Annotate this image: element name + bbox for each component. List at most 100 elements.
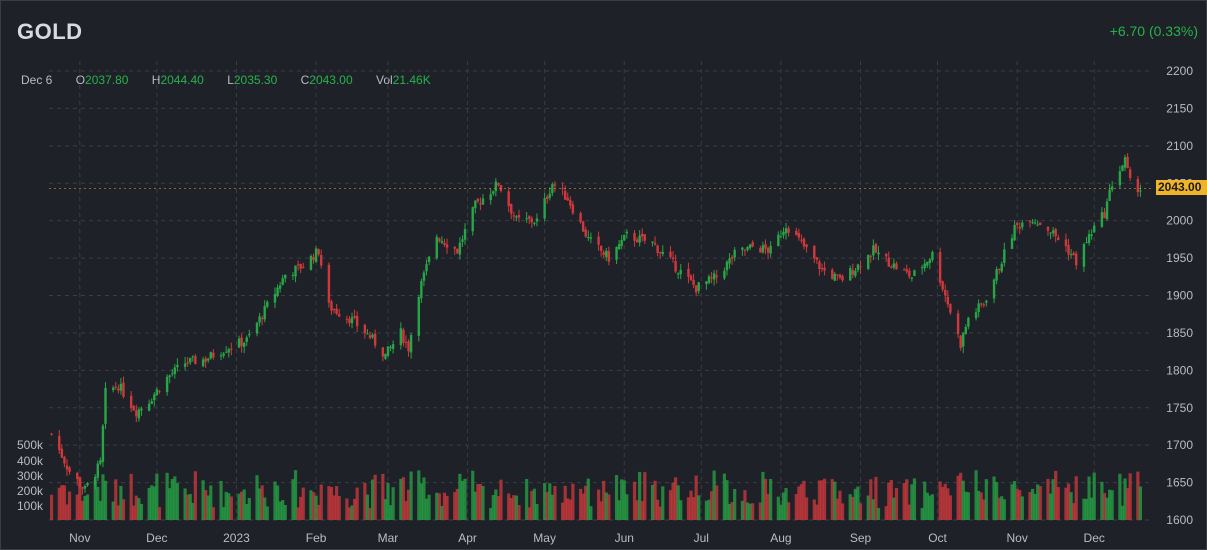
candle-body (60, 448, 64, 458)
volume-bar (1105, 497, 1109, 520)
candle-body (1054, 228, 1057, 237)
candle-body (638, 235, 641, 243)
volume-bar (517, 505, 521, 520)
candle-body (856, 264, 860, 271)
volume-bar (273, 481, 277, 520)
volume-bar (494, 489, 498, 520)
volume-bar (984, 479, 988, 520)
candle-body (579, 213, 582, 223)
candle-body (581, 221, 585, 232)
candle-body (427, 256, 431, 262)
candle-body (615, 246, 618, 260)
candle-body (458, 242, 462, 255)
candle-body (877, 252, 880, 255)
close-value: 2043.00 (309, 73, 353, 87)
candle-body (689, 275, 693, 281)
candle-body (546, 196, 549, 200)
volume-bar (920, 507, 924, 520)
candle-body (96, 463, 99, 478)
candle-body (391, 344, 395, 349)
candle-body (926, 261, 929, 266)
volume-bar (186, 494, 190, 520)
candle-body (553, 184, 557, 186)
candle-body (129, 395, 133, 408)
candle-body (104, 387, 107, 424)
volume-bar (656, 499, 660, 520)
price-tick-label: 1900 (1166, 289, 1193, 303)
volume-bar (265, 506, 269, 520)
candle-body (438, 238, 441, 242)
volume-bar (281, 499, 285, 520)
volume-bar (982, 499, 986, 520)
volume-bar (245, 504, 249, 520)
volume-bar (748, 503, 752, 520)
candle-body (227, 349, 230, 353)
volume-bar (1136, 471, 1140, 520)
candle-body (892, 263, 896, 268)
candle-body (186, 362, 189, 364)
volume-bar (715, 485, 719, 520)
candle-body (507, 191, 510, 207)
candle-body (194, 356, 197, 365)
volume-bar (204, 490, 208, 520)
volume-bar (568, 499, 572, 520)
candle-body (435, 236, 438, 259)
volume-bar (291, 479, 295, 520)
candle-body (153, 394, 156, 401)
candle-body (176, 364, 179, 368)
candle-body (273, 294, 277, 303)
volume-bar (1033, 493, 1037, 520)
candle-body (425, 264, 428, 272)
candle-body (135, 410, 138, 417)
candle-body (599, 245, 603, 251)
volume-bar (784, 488, 788, 520)
volume-bar (938, 481, 942, 520)
volume-bar (209, 485, 213, 520)
price-tick-label: 2200 (1166, 64, 1193, 78)
volume-bar (1054, 470, 1058, 520)
candle-body (1123, 157, 1127, 168)
candle-body (964, 326, 968, 334)
ohlc-legend: Dec 6 O2037.80 H2044.40 L2035.30 C2043.0… (21, 73, 431, 87)
candle-body (867, 254, 870, 269)
volume-bar (707, 499, 711, 520)
candle-body (350, 317, 354, 324)
candle-body (623, 234, 626, 241)
volume-bar (712, 470, 716, 520)
candle-body (258, 316, 261, 323)
low-value: 2035.30 (233, 73, 278, 87)
candle-body (782, 231, 785, 236)
candle-body (453, 246, 456, 249)
candle-body (201, 359, 205, 367)
candle-body (189, 357, 192, 363)
candle-body (168, 375, 171, 378)
candle-body (661, 251, 664, 254)
volume-bar (977, 490, 981, 520)
volume-bar (255, 475, 259, 520)
volume-bar (417, 470, 421, 520)
volume-bar (137, 498, 141, 520)
candle-body (284, 274, 287, 279)
candle-body (1031, 222, 1034, 224)
candle-body (676, 273, 680, 275)
candle-body (515, 216, 518, 218)
price-tick-label: 1750 (1166, 401, 1193, 415)
candle-body (543, 198, 546, 219)
volume-bar (365, 494, 370, 520)
candle-body (1046, 226, 1050, 231)
candle-body (1000, 263, 1003, 272)
candle-body (65, 465, 69, 470)
candle-body (337, 314, 341, 317)
volume-bar (442, 492, 447, 520)
volume-bar (355, 487, 359, 520)
x-tick-label: Dec (1084, 531, 1105, 545)
volume-bar (617, 500, 621, 520)
volume-bar (889, 480, 893, 520)
volume-bar (853, 488, 857, 520)
candle-body (777, 234, 780, 247)
candle-body (112, 387, 115, 391)
volume-bar (923, 481, 927, 520)
volume-bar (383, 499, 388, 520)
candle-body (1108, 189, 1111, 201)
